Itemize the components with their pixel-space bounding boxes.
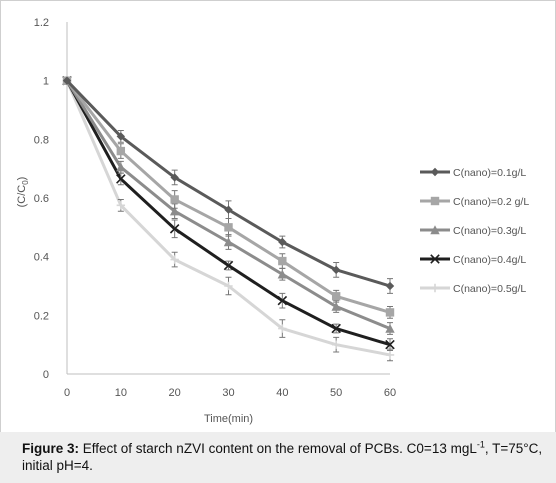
data-point — [224, 223, 233, 232]
x-axis-title: Time(min) — [204, 413, 253, 425]
figure-caption: Figure 3: Effect of starch nZVI content … — [22, 440, 547, 474]
x-tick-label: 30 — [222, 387, 234, 399]
data-point — [62, 76, 72, 85]
data-point — [169, 206, 180, 216]
data-point — [170, 195, 179, 204]
x-tick-label: 40 — [276, 387, 288, 399]
line-chart: 0 0.2 0.4 0.6 0.8 1 1.2 0 10 20 30 40 50 60 Time(min) (… — [16, 17, 529, 425]
data-point — [277, 295, 288, 306]
data-point — [331, 340, 341, 349]
data-point — [385, 281, 395, 291]
legend-label: C(nano)=0.4g/L — [453, 254, 526, 266]
data-point — [223, 260, 234, 271]
legend-marker — [430, 283, 440, 293]
data-point — [277, 269, 288, 279]
data-point — [224, 205, 233, 214]
data-point — [169, 224, 180, 234]
data-point — [170, 173, 179, 182]
data-point — [116, 174, 126, 184]
x-tick-label: 50 — [330, 387, 342, 399]
legend-label: C(nano)=0.2 g/L — [453, 196, 529, 208]
legend-label: C(nano)=0.1g/L — [453, 167, 526, 179]
caption-text-2: , T=75°C, initial pH=4. — [22, 441, 543, 473]
data-point — [385, 308, 395, 317]
y-tick-label: 0.4 — [34, 252, 49, 264]
data-point — [224, 281, 233, 291]
data-point — [116, 146, 126, 156]
legend-marker — [430, 225, 440, 235]
series-line-1 — [65, 79, 391, 288]
data-point — [116, 132, 126, 141]
legend-label: C(nano)=0.5g/L — [453, 283, 526, 295]
y-tick-label: 0.6 — [34, 193, 49, 205]
y-axis-title: (C/C0) — [16, 177, 30, 208]
y-tick-label: 0.2 — [34, 310, 49, 322]
data-point — [278, 237, 287, 247]
x-tick-label: 0 — [64, 387, 70, 399]
legend-label: C(nano)=0.3g/L — [453, 225, 526, 237]
data-point — [278, 256, 287, 266]
data-point — [278, 324, 287, 333]
data-point — [170, 255, 179, 264]
legend-marker — [430, 254, 440, 264]
y-tick-label: 0.8 — [34, 134, 49, 146]
x-tick-label: 60 — [384, 387, 396, 399]
data-point — [331, 323, 341, 334]
caption-bar: Figure 3: Effect of starch nZVI content … — [0, 432, 556, 483]
x-tick-label: 20 — [169, 387, 181, 399]
caption-label: Figure 3: — [22, 441, 80, 456]
data-point — [116, 201, 126, 210]
data-point — [385, 350, 395, 360]
y-tick-label: 1 — [43, 76, 49, 88]
data-point — [331, 301, 341, 311]
x-tick-label: 10 — [115, 387, 127, 399]
legend-marker — [430, 167, 440, 177]
legend-marker — [430, 196, 440, 206]
caption-superscript: -1 — [476, 439, 485, 450]
y-tick-label: 1.2 — [34, 17, 49, 29]
data-point — [385, 323, 395, 333]
data-point — [331, 292, 341, 301]
caption-text-1: Effect of starch nZVI content on the rem… — [79, 441, 477, 456]
data-point — [116, 162, 126, 172]
y-tick-label: 0 — [43, 369, 49, 381]
data-point — [223, 237, 234, 247]
data-point — [385, 339, 395, 350]
data-point — [331, 265, 341, 275]
